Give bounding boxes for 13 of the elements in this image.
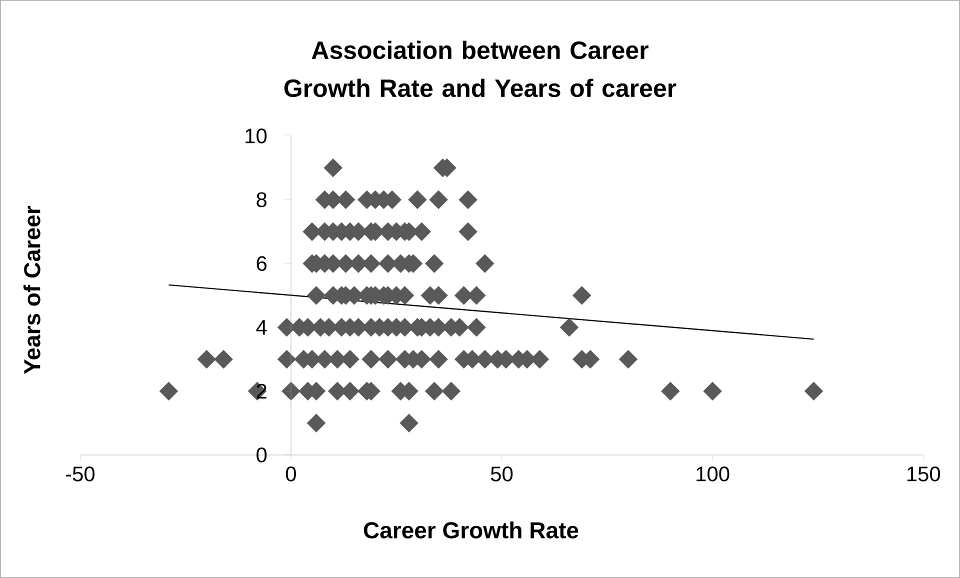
y-tick-label: 10 [246, 128, 267, 144]
x-axis-title: Career Growth Rate [364, 522, 578, 538]
x-tick-label: 100 [696, 466, 730, 482]
chart-title: Association between Career Growth Rate and Years of career [284, 40, 676, 98]
y-tick-label: 0 [256, 448, 267, 462]
y-tick-label: 8 [256, 192, 267, 208]
y-tick-label: 4 [256, 320, 267, 335]
y-axis-title: Years of Career [23, 206, 40, 374]
x-tick-label: 0 [286, 466, 296, 482]
x-tick-label: 150 [907, 466, 940, 482]
x-tick-label: -50 [66, 466, 95, 482]
y-tick-label: 6 [256, 256, 267, 272]
x-tick-label: 50 [490, 466, 513, 482]
